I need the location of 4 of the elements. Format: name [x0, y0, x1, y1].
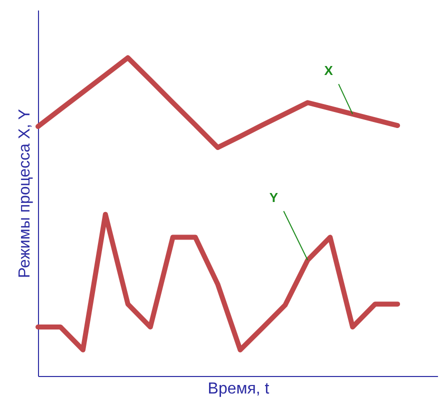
text: X [324, 63, 334, 78]
text: Y [269, 190, 278, 206]
x-axis-title: Время, t [208, 380, 270, 398]
y-axis-title: Режимы процесса X, Y [16, 108, 34, 278]
